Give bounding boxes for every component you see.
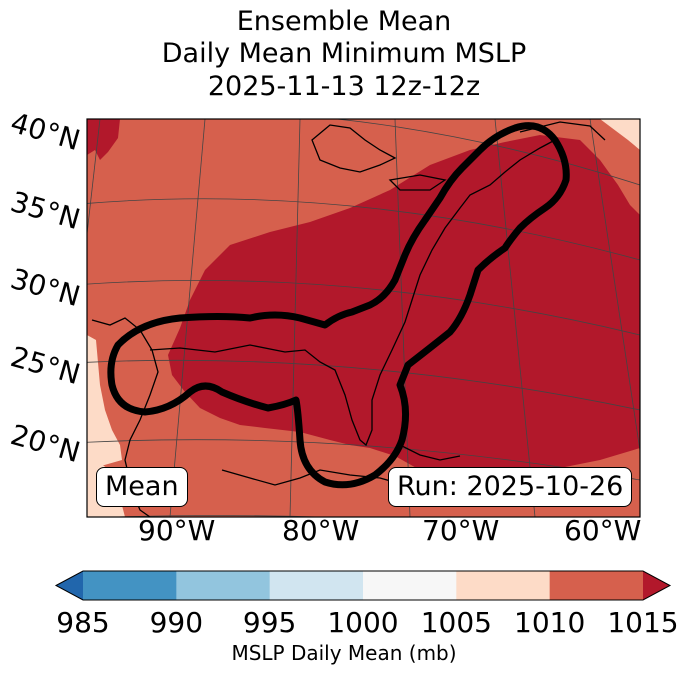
colorbar-segment [456, 571, 551, 600]
lon-label-90: 90°W [138, 514, 216, 547]
colorbar-segment [269, 571, 364, 600]
colorbar-tick-label: 1005 [420, 606, 492, 639]
colorbar-extend-low [56, 571, 83, 600]
colorbar-tick-label: 1000 [327, 606, 399, 639]
colorbar-segment [83, 571, 177, 600]
colorbar-label: MSLP Daily Mean (mb) [231, 641, 457, 665]
lon-label-70: 70°W [422, 514, 500, 547]
title-line-2: Daily Mean Minimum MSLP [161, 38, 527, 69]
lon-label-60: 60°W [564, 514, 642, 547]
colorbar-tick-label: 995 [242, 606, 297, 639]
peach-area-west [87, 335, 122, 470]
graticule [87, 119, 640, 517]
colorbar-outline [54, 570, 672, 601]
map-frame [86, 118, 641, 518]
colorbar-extend-high [643, 571, 670, 600]
colorbar-tick-label: 1015 [607, 606, 679, 639]
lon-label-80: 80°W [282, 514, 360, 547]
colorbar-tick-label: 990 [149, 606, 204, 639]
colorbar-segment [176, 571, 271, 600]
mean-label-box: Mean [96, 467, 188, 507]
run-date-label-box: Run: 2025-10-26 [388, 467, 633, 507]
peach-area-east [600, 119, 640, 150]
colorbar-segment [363, 571, 457, 600]
title-line-1: Ensemble Mean [236, 6, 452, 37]
colorbar-tick-label: 1010 [514, 606, 586, 639]
colorbar-segment [549, 571, 644, 600]
title-line-3: 2025-11-13 12z-12z [207, 71, 481, 102]
map-panel [86, 118, 641, 518]
colorbar-tick-label: 985 [56, 606, 110, 639]
mean-contour [107, 122, 570, 489]
